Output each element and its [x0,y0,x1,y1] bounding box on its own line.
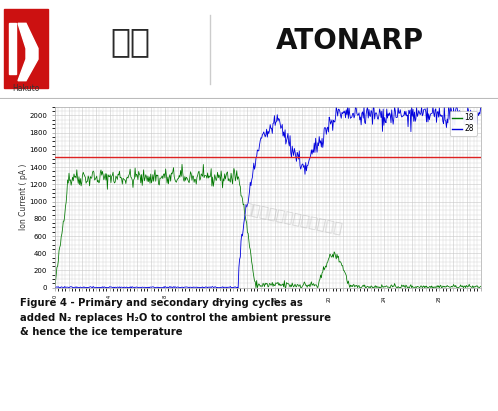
Bar [9,23,16,74]
Bar [4,9,48,88]
Text: 伯东企业（上海）有限公司: 伯东企业（上海）有限公司 [243,202,344,236]
Polygon shape [18,23,38,81]
Text: Hakuto: Hakuto [12,84,40,93]
Text: ATONARP: ATONARP [276,27,424,55]
Text: Figure 4 - Primary and secondary drying cycles as
added N₂ replaces H₂O to contr: Figure 4 - Primary and secondary drying … [19,298,331,337]
Text: 伯東: 伯東 [110,25,150,58]
Y-axis label: Ion Current ( pA ): Ion Current ( pA ) [19,164,28,231]
Legend: 18, 28: 18, 28 [450,111,477,136]
